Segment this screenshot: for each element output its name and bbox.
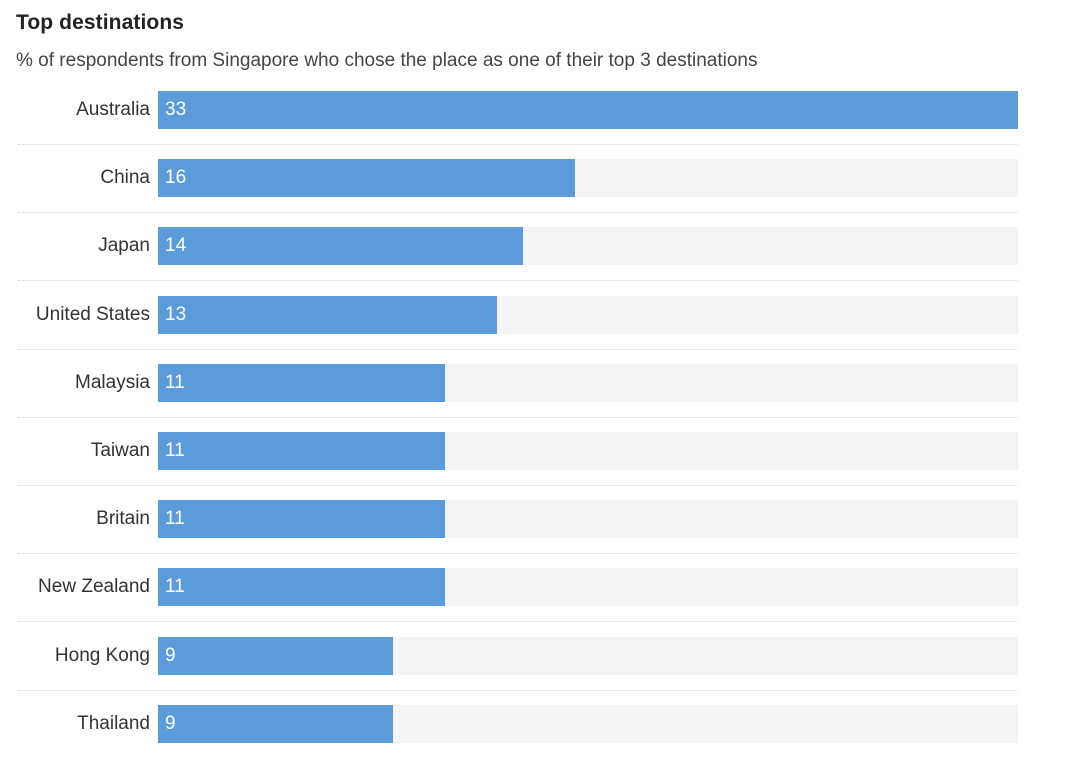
value-label: 14: [165, 235, 187, 257]
bar-row: Thailand 9: [0, 704, 1080, 773]
category-label: Britain: [96, 508, 150, 530]
row-divider: [18, 553, 1018, 555]
chart-subtitle: % of respondents from Singapore who chos…: [16, 50, 758, 71]
category-label: Australia: [76, 99, 150, 120]
bar-row: United States 13: [0, 295, 1080, 364]
bar: 16: [158, 159, 575, 198]
bar-track: 11: [158, 432, 1018, 470]
bar-track: 13: [158, 295, 1018, 334]
bar: 13: [158, 295, 497, 334]
value-label: 11: [165, 371, 185, 393]
bar-row: Malaysia 11: [0, 363, 1080, 432]
row-divider: [18, 689, 1018, 691]
bar-track: 11: [158, 500, 1018, 539]
value-label: 13: [165, 303, 187, 325]
bar-row: Britain 11: [0, 500, 1080, 568]
category-label: Japan: [98, 235, 150, 257]
bar: 9: [158, 704, 393, 743]
bar-track: 11: [158, 568, 1018, 607]
bar-row: Japan 14: [0, 227, 1080, 295]
category-label: Thailand: [77, 712, 150, 734]
row-divider: [18, 144, 1018, 145]
bar: 11: [158, 363, 445, 402]
bar: 33: [158, 91, 1018, 129]
category-label: New Zealand: [38, 576, 150, 598]
row-divider: [18, 280, 1018, 282]
row-divider: [18, 485, 1018, 486]
bar-track: 9: [158, 636, 1018, 675]
bar-row: Taiwan 11: [0, 432, 1080, 500]
value-label: 33: [165, 99, 187, 120]
value-label: 16: [165, 167, 187, 189]
bar-track: 9: [158, 704, 1018, 743]
category-label: Taiwan: [90, 440, 150, 461]
bar: 14: [158, 227, 523, 266]
value-label: 9: [165, 712, 176, 734]
category-label: United States: [35, 303, 150, 325]
value-label: 11: [165, 508, 185, 530]
bar: 9: [158, 636, 393, 675]
value-label: 9: [165, 644, 176, 666]
bar-row: Australia 33: [0, 91, 1080, 159]
bar: 11: [158, 500, 445, 539]
bar-row: New Zealand 11: [0, 568, 1080, 636]
bar: 11: [158, 568, 445, 607]
bar-row: Hong Kong 9: [0, 636, 1080, 705]
value-label: 11: [165, 440, 185, 461]
bar-track: 14: [158, 227, 1018, 266]
bar: 11: [158, 432, 445, 470]
chart-title: Top destinations: [16, 11, 185, 34]
bar-row: China 16: [0, 159, 1080, 227]
bar-track: 33: [158, 91, 1018, 129]
value-label: 11: [165, 576, 185, 598]
category-label: China: [100, 167, 150, 189]
row-divider: [18, 621, 1018, 623]
bar-track: 11: [158, 363, 1018, 402]
row-divider: [18, 348, 1018, 350]
bar-track: 16: [158, 159, 1018, 198]
category-label: Malaysia: [75, 371, 150, 393]
row-divider: [18, 416, 1018, 418]
row-divider: [18, 212, 1018, 214]
category-label: Hong Kong: [54, 644, 150, 666]
